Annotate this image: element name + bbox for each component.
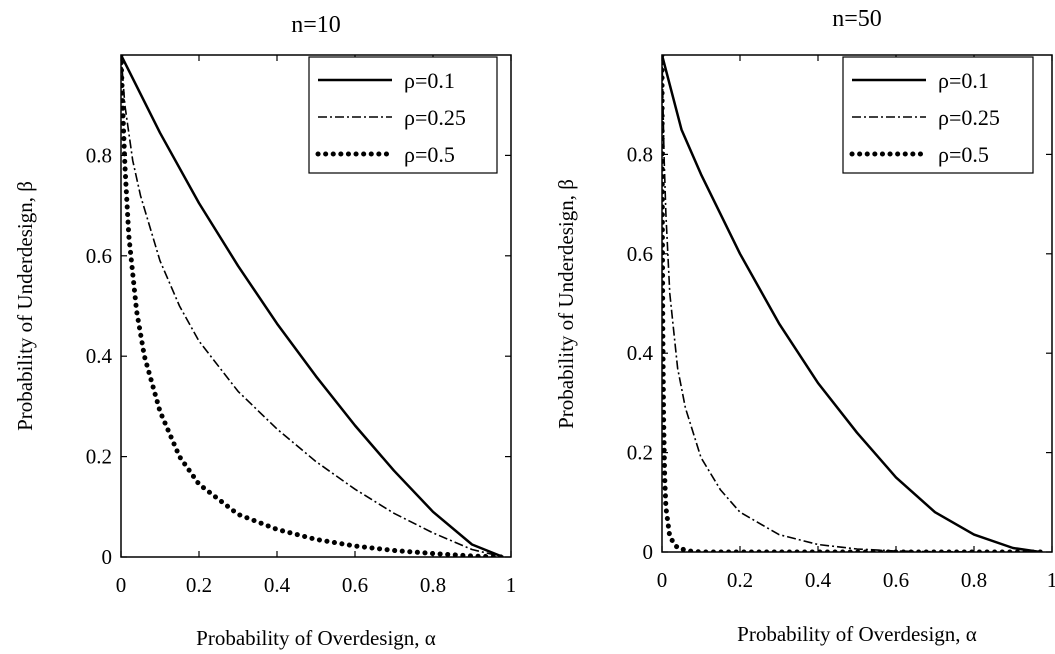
series-line-0.5 <box>662 55 1043 552</box>
y-tick-label: 0.2 <box>627 441 653 465</box>
legend-label-rho-0.25: ρ=0.25 <box>938 105 1000 130</box>
y-tick-label: 0.6 <box>86 244 112 268</box>
series-line-0.1 <box>662 55 1041 552</box>
x-tick-label: 0.6 <box>342 573 368 597</box>
plot-area-frame <box>661 54 1053 553</box>
chart-panel-n50: n=50 0 0.2 0.4 0.6 0.8 1 0 0.2 0.4 0.6 0.8 Probab… <box>554 6 1055 646</box>
x-tick-label: 0.8 <box>961 568 987 592</box>
x-tick-label: 0.8 <box>420 573 446 597</box>
plot-lines <box>662 55 1043 552</box>
x-axis-label: Probability of Overdesign, α <box>737 622 977 646</box>
series-line-0.5 <box>121 55 506 557</box>
x-tick-label: 0.2 <box>727 568 753 592</box>
x-tick-label: 0.4 <box>264 573 291 597</box>
y-tick-label: 0 <box>102 545 113 569</box>
plot-lines <box>121 55 506 557</box>
y-axis-label: Probability of Underdesign, β <box>13 181 37 431</box>
legend-label-rho-0.5: ρ=0.5 <box>938 142 989 167</box>
legend-label-rho-0.5: ρ=0.5 <box>404 142 455 167</box>
legend-label-rho-0.25: ρ=0.25 <box>404 105 466 130</box>
x-axis-label: Probability of Overdesign, α <box>196 626 436 650</box>
chart-title: n=50 <box>832 6 882 32</box>
chart-panel-n10: n=10 0 0.2 0.4 0.6 0.8 1 0 0.2 0.4 0.6 0.8 Probab… <box>13 12 516 650</box>
legend-box <box>308 56 498 174</box>
plot-area-frame <box>120 54 512 558</box>
x-tick-label: 1 <box>506 573 517 597</box>
y-axis-label: Probability of Underdesign, β <box>554 179 578 429</box>
y-ticks: 0 0.2 0.4 0.6 0.8 <box>86 143 511 569</box>
x-tick-label: 0.6 <box>883 568 909 592</box>
y-tick-label: 0.8 <box>86 143 112 167</box>
y-tick-label: 0.2 <box>86 445 112 469</box>
legend: ρ=0.1 ρ=0.25 ρ=0.5 <box>308 56 498 174</box>
x-tick-label: 0 <box>116 573 127 597</box>
x-tick-label: 0.4 <box>805 568 832 592</box>
y-tick-label: 0.4 <box>627 341 654 365</box>
y-tick-label: 0.8 <box>627 142 653 166</box>
legend-label-rho-0.1: ρ=0.1 <box>404 68 455 93</box>
x-ticks: 0 0.2 0.4 0.6 0.8 1 <box>657 55 1055 592</box>
x-tick-label: 0.2 <box>186 573 212 597</box>
legend-label-rho-0.1: ρ=0.1 <box>938 68 989 93</box>
series-line-0.25 <box>121 55 504 557</box>
series-line-0.25 <box>662 55 975 552</box>
series-line-0.1 <box>121 55 504 557</box>
y-tick-label: 0.4 <box>86 344 113 368</box>
legend: ρ=0.1 ρ=0.25 ρ=0.5 <box>842 56 1034 174</box>
x-tick-label: 0 <box>657 568 668 592</box>
y-tick-label: 0.6 <box>627 242 653 266</box>
y-tick-label: 0 <box>643 540 654 564</box>
y-ticks: 0 0.2 0.4 0.6 0.8 <box>627 142 1052 564</box>
chart-title: n=10 <box>291 12 341 38</box>
x-tick-label: 1 <box>1047 568 1055 592</box>
